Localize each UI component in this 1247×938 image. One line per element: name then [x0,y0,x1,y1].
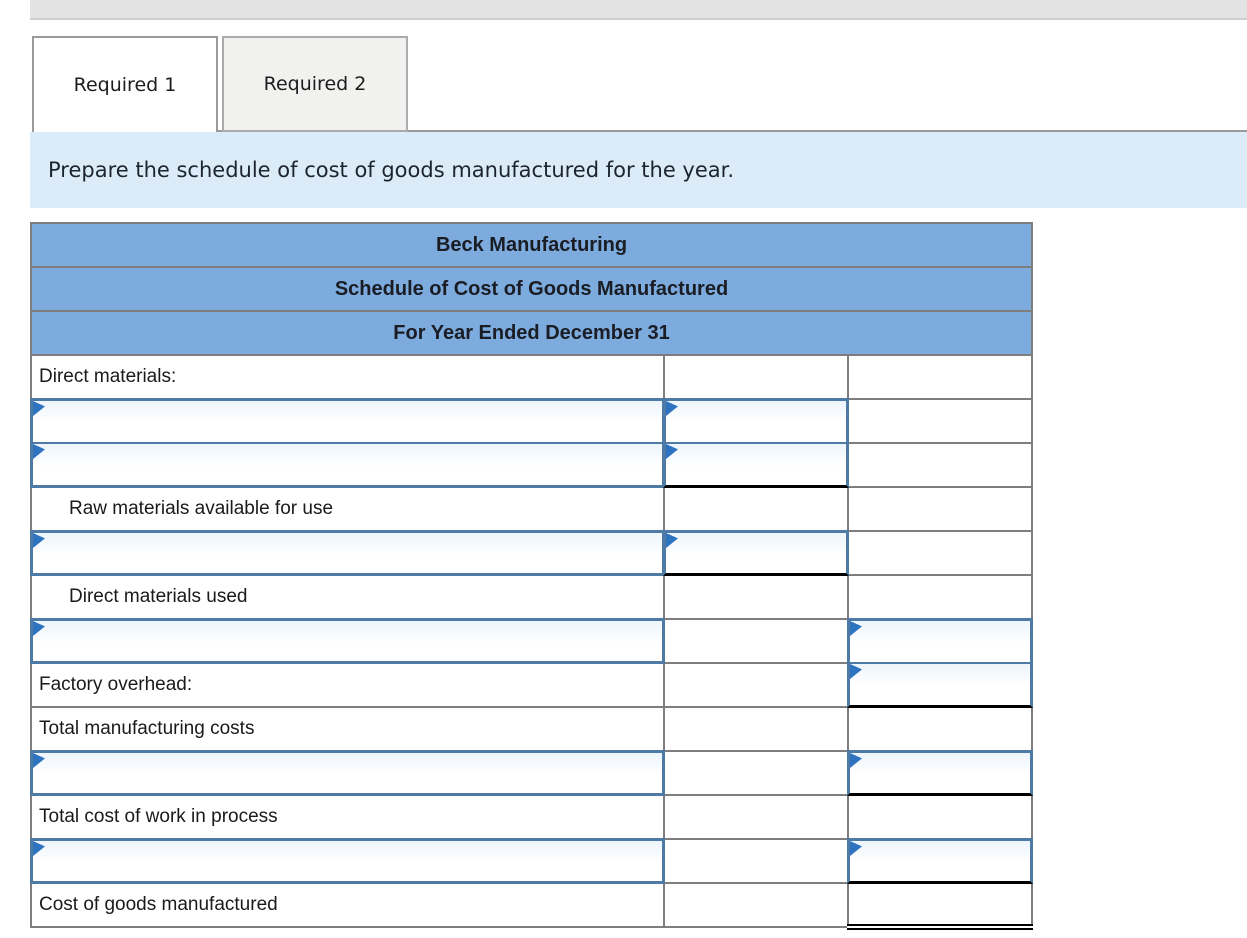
row-label: Raw materials available for use [30,486,665,532]
blank-cell [846,530,1034,576]
answer-input-cell[interactable] [30,838,665,884]
blank-cell [663,706,849,752]
blank-cell [663,882,849,928]
tab-required-2-label: Required 2 [263,73,367,95]
table-row [30,398,1034,444]
row-label: Total cost of work in process [30,794,665,840]
label-input-cell [30,398,665,444]
table-row: For Year Ended December 31 [29,310,1034,356]
dropdown-flag-icon [850,621,862,636]
answer-input-cell[interactable] [663,442,849,488]
row-label: Factory overhead: [30,662,665,708]
dropdown-flag-icon [666,401,678,416]
schedule-table: Beck Manufacturing Schedule of Cost of G… [29,222,1034,930]
top-gray-bar [30,0,1247,20]
tab-required-1[interactable]: Required 1 [32,36,218,132]
dropdown-flag-icon [666,444,678,459]
blank-cell [663,574,849,620]
row-label: Direct materials: [30,354,665,400]
blank-cell [846,486,1034,532]
amount-input-cell [846,662,1034,708]
table-row: Cost of goods manufactured [30,882,1034,930]
row-label: Total manufacturing costs [30,706,665,752]
blank-cell [846,398,1034,444]
table-row: Raw materials available for use [30,486,1034,532]
dropdown-flag-icon [33,533,45,548]
amount-input-cell [663,530,849,576]
table-row: Total cost of work in process [30,794,1034,840]
row-label: Direct materials used [30,574,665,620]
blank-cell [663,662,849,708]
answer-input-cell[interactable] [30,750,665,796]
row-label: Cost of goods manufactured [30,882,665,928]
answer-input-cell[interactable] [30,398,665,444]
tab-required-2[interactable]: Required 2 [222,36,408,132]
period-title: For Year Ended December 31 [29,310,1034,356]
instruction-text: Prepare the schedule of cost of goods ma… [48,158,735,182]
answer-input-cell[interactable] [30,530,665,576]
answer-input-cell[interactable] [30,618,665,664]
label-input-cell [30,618,665,664]
blank-cell [663,354,849,400]
dropdown-flag-icon [33,753,45,768]
blank-cell [663,618,849,664]
dropdown-flag-icon [33,621,45,636]
blank-cell [846,442,1034,488]
dropdown-flag-icon [33,841,45,856]
blank-cell [663,750,849,796]
table-row [30,838,1034,884]
blank-cell [846,574,1034,620]
amount-input-cell [846,618,1034,664]
dropdown-flag-icon [33,444,45,459]
answer-input-cell[interactable] [30,442,665,488]
dropdown-flag-icon [850,664,862,679]
dropdown-flag-icon [850,753,862,768]
table-row: Schedule of Cost of Goods Manufactured [29,266,1034,312]
amount-input-cell [846,838,1034,884]
table-row [30,750,1034,796]
company-title: Beck Manufacturing [29,222,1034,268]
blank-cell [663,486,849,532]
table-row: Factory overhead: [30,662,1034,708]
schedule-title: Schedule of Cost of Goods Manufactured [29,266,1034,312]
amount-input-cell [846,750,1034,796]
table-row: Direct materials used [30,574,1034,620]
table-row [30,442,1034,488]
answer-input-cell[interactable] [663,398,849,444]
instruction-banner: Prepare the schedule of cost of goods ma… [30,132,1247,208]
table-row [30,530,1034,576]
dropdown-flag-icon [850,841,862,856]
amount-input-cell [663,442,849,488]
schedule-sheet: Beck Manufacturing Schedule of Cost of G… [29,222,1034,930]
label-input-cell [30,530,665,576]
answer-input-cell[interactable] [663,530,849,576]
answer-input-cell[interactable] [847,838,1034,884]
answer-input-cell[interactable] [847,750,1034,796]
label-input-cell [30,442,665,488]
blank-cell [846,706,1034,752]
blank-cell [663,794,849,840]
table-row: Direct materials: [30,354,1034,400]
label-input-cell [30,838,665,884]
tab-required-1-label: Required 1 [73,74,177,96]
amount-input-cell [663,398,849,444]
table-row [30,618,1034,664]
blank-cell [846,354,1034,400]
total-cell-double-underline [846,882,1034,930]
answer-input-cell[interactable] [847,662,1034,708]
table-row: Beck Manufacturing [29,222,1034,268]
table-row: Total manufacturing costs [30,706,1034,752]
tabstrip-divider [218,130,1247,132]
dropdown-flag-icon [33,401,45,416]
blank-cell [846,794,1034,840]
blank-cell [663,838,849,884]
answer-input-cell[interactable] [847,618,1034,664]
label-input-cell [30,750,665,796]
dropdown-flag-icon [666,533,678,548]
